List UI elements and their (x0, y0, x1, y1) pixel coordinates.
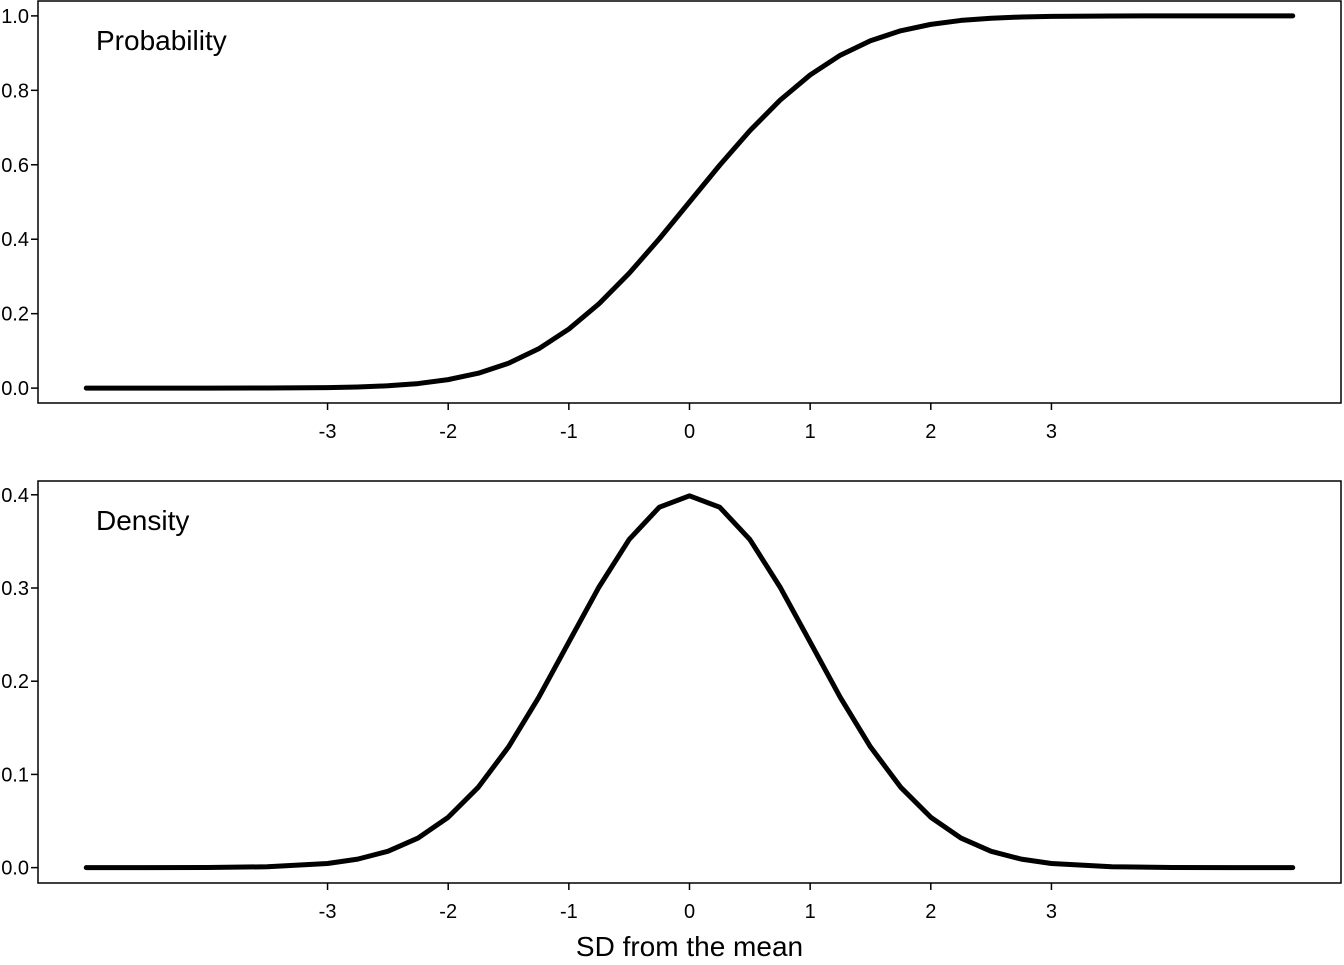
probability-xtick-label: -3 (319, 421, 337, 443)
density-xtick-label: -1 (560, 901, 578, 923)
density-xtick-label: 0 (684, 901, 695, 923)
density-ytick-label: 0.1 (1, 764, 29, 786)
probability-xtick-label: 1 (805, 421, 816, 443)
density-plot-frame (37, 480, 1342, 884)
probability-series-line (83, 13, 1296, 391)
probability-ytick-label: 0.2 (1, 304, 29, 326)
probability-ytick-label: 0.4 (1, 229, 29, 251)
density-xtick-label: -3 (319, 901, 337, 923)
density-ytick-label: 0.0 (1, 858, 29, 880)
density-ytick-label: 0.3 (1, 578, 29, 600)
density-xtick-label: -2 (439, 901, 457, 923)
probability-ytick-label: 0.8 (1, 80, 29, 102)
density-xtick-label: 1 (805, 901, 816, 923)
probability-ytick-label: 0.0 (1, 378, 29, 400)
density-xtick-label: 2 (925, 901, 936, 923)
probability-ytick-label: 1.0 (1, 6, 29, 28)
probability-xtick-label: 2 (925, 421, 936, 443)
probability-xtick-label: 0 (684, 421, 695, 443)
probability-xtick-label: -1 (560, 421, 578, 443)
probability-panel-label: Probability (96, 25, 227, 56)
probability-xtick-label: -2 (439, 421, 457, 443)
probability-ytick-label: 0.6 (1, 155, 29, 177)
x-axis-title: SD from the mean (576, 931, 803, 960)
density-xtick-label: 3 (1046, 901, 1057, 923)
density-ytick-label: 0.2 (1, 671, 29, 693)
density-panel-label: Density (96, 505, 189, 536)
density-series-line (83, 493, 1296, 871)
probability-xtick-label: 3 (1046, 421, 1057, 443)
density-ytick-label: 0.4 (1, 485, 29, 507)
